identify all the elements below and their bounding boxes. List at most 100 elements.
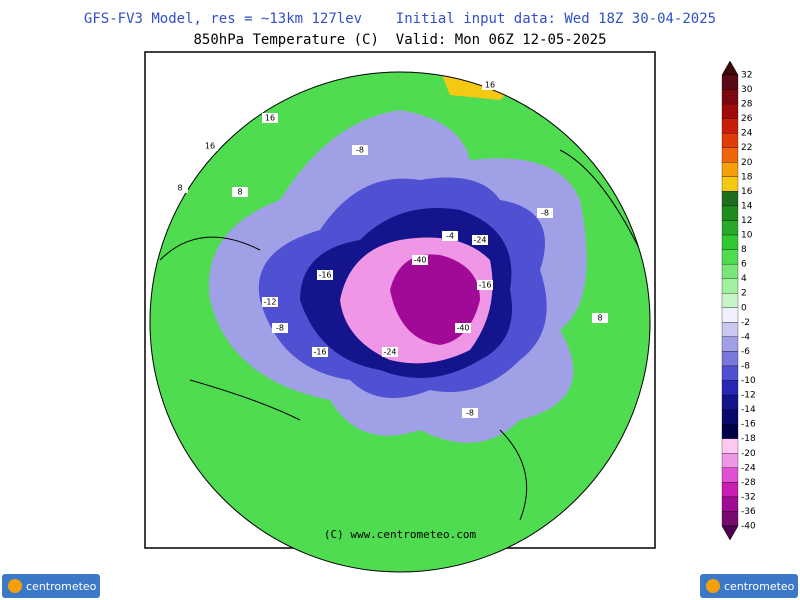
colorbar-band	[721, 438, 739, 454]
contour-label: -24	[473, 236, 486, 245]
colorbar-label: -6	[741, 347, 750, 357]
contour-label: -16	[318, 271, 331, 280]
colorbar-band	[721, 380, 739, 396]
colorbar-band	[721, 74, 739, 90]
colorbar-band	[721, 118, 739, 134]
colorbar-label: 2	[741, 289, 747, 299]
contour-label: -4	[446, 232, 454, 241]
colorbar-label: 12	[741, 216, 752, 226]
label-bg	[455, 323, 471, 333]
colorbar-label: -32	[741, 492, 756, 502]
colorbar-label: 10	[741, 231, 753, 241]
colorbar-label: -2	[741, 318, 750, 328]
colorbar-label: -20	[741, 449, 756, 459]
colorbar-label: 14	[741, 201, 753, 211]
colorbar-label: 22	[741, 143, 752, 153]
contour-label: 16	[485, 81, 495, 90]
label-bg	[232, 187, 248, 197]
colorbar-band	[721, 322, 739, 338]
label-bg	[352, 145, 368, 155]
colorbar-band	[721, 424, 739, 439]
colorbar-band	[721, 511, 739, 527]
colorbar-label: 18	[741, 172, 753, 182]
colorbar-band	[721, 278, 739, 294]
contour-label: -24	[383, 348, 396, 357]
colorbar-band	[721, 133, 739, 148]
colorbar-band	[721, 249, 739, 265]
contour-label: 8	[597, 314, 602, 323]
colorbar-top	[721, 60, 739, 76]
contour-label: 8	[237, 188, 242, 197]
colorbar-label: 26	[741, 114, 753, 124]
colorbar-band	[721, 336, 739, 352]
colorbar-band	[721, 176, 739, 192]
label-bg	[262, 297, 278, 307]
copyright: (C) www.centrometeo.com	[324, 528, 477, 541]
label-bg	[262, 113, 278, 123]
colorbar-label: 8	[741, 245, 747, 255]
colorbar-band	[721, 365, 739, 381]
colorbar-band	[721, 162, 739, 177]
contour-labels: -8 -8 -8 -8 -16 -16 -16 -24 -24 -40 -40 8 8 8 16 16 16 -1…	[172, 80, 608, 418]
colorbar-label: 20	[741, 158, 753, 168]
label-bg	[202, 141, 218, 151]
contour-label: 8	[177, 184, 182, 193]
logo-text: centrometeo	[26, 580, 97, 593]
colorbar-label: 28	[741, 100, 753, 110]
label-bg	[592, 313, 608, 323]
colorbar-label: -36	[741, 507, 756, 517]
contour-label: -40	[413, 256, 426, 265]
label-bg	[317, 270, 333, 280]
colorbar-band	[721, 205, 739, 221]
colorbar-band	[721, 394, 739, 410]
colorbar-label: -24	[741, 463, 756, 473]
colorbar-band	[721, 482, 739, 498]
colorbar-label: 32	[741, 71, 752, 81]
colorbar-band	[721, 351, 739, 367]
logo-box	[700, 574, 798, 598]
colorbar-label: -40	[741, 522, 756, 532]
contour-label: -8	[356, 146, 364, 155]
label-bg	[462, 408, 478, 418]
colorbar-bottom	[721, 525, 739, 541]
colorbar-label: -4	[741, 332, 750, 342]
contour-label: 16	[265, 114, 275, 123]
logo-icon	[706, 579, 720, 593]
label-bg	[482, 80, 498, 90]
label-bg	[477, 280, 493, 290]
contour-label: -16	[478, 281, 491, 290]
logo-box	[2, 574, 100, 598]
coastline	[159, 149, 641, 521]
contour-label: -8	[541, 209, 549, 218]
field-line: 850hPa Temperature (C) Valid: Mon 06Z 12…	[193, 32, 606, 48]
logo-left: centrometeo	[2, 574, 100, 598]
colorbar-band	[721, 453, 739, 468]
colorbar-label: -8	[741, 361, 750, 371]
label-bg	[172, 183, 188, 193]
logo-icon	[8, 579, 22, 593]
colorbar-label: -14	[741, 405, 756, 415]
logo-right: centrometeo	[700, 574, 798, 598]
contour-label: -40	[456, 324, 469, 333]
label-bg	[412, 255, 428, 265]
map: -8 -8 -8 -8 -16 -16 -16 -24 -24 -40 -40 8 8 8 16 16 16 -1…	[144, 51, 656, 573]
colorbar-band	[721, 263, 739, 279]
colorbar-label: 16	[741, 187, 753, 197]
label-bg	[537, 208, 553, 218]
colorbar-label: 0	[741, 303, 747, 313]
logo-text: centrometeo	[724, 580, 795, 593]
label-bg	[312, 347, 328, 357]
model-line: GFS-FV3 Model, res = ~13km 127lev Initia…	[84, 11, 716, 27]
colorbar-label: 24	[741, 129, 753, 139]
contour-label: -8	[466, 409, 474, 418]
label-bg	[472, 235, 488, 245]
colorbar-label: 6	[741, 260, 747, 270]
contour-label: 16	[205, 142, 215, 151]
contour-label: -12	[263, 298, 276, 307]
colorbar-band	[721, 220, 739, 236]
colorbar: 32302826242220181614121086420-2-4-6-8-10…	[721, 60, 756, 541]
colorbar-band	[721, 293, 739, 308]
colorbar-label: -12	[741, 391, 756, 401]
contour-label: -8	[276, 324, 284, 333]
